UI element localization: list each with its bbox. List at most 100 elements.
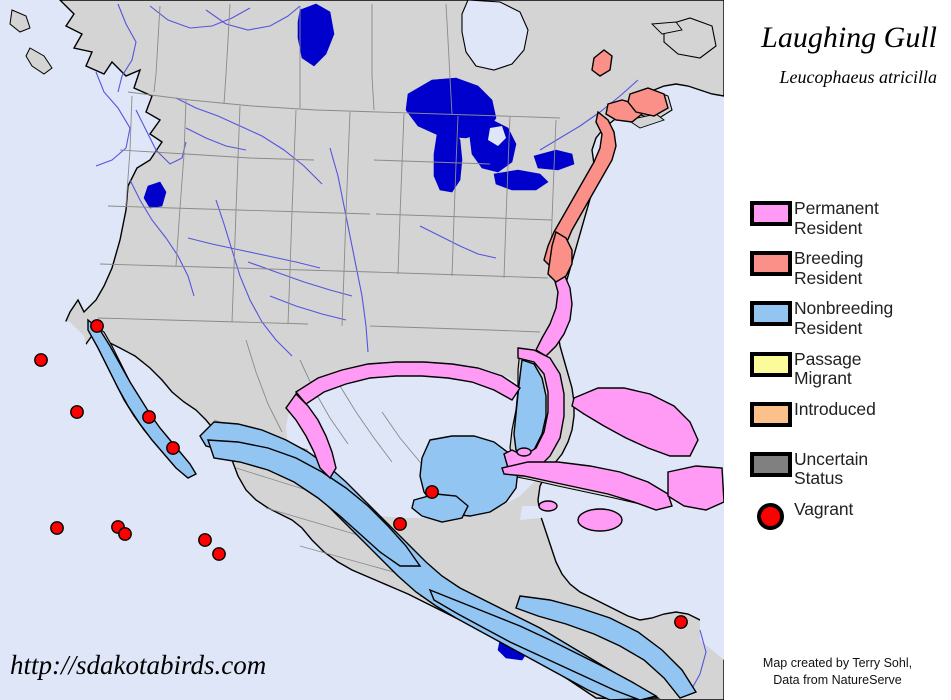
- legend-label-line-1: Introduced: [794, 398, 876, 419]
- rivers: [95, 3, 707, 693]
- legend-swatch-cell: [724, 449, 794, 477]
- queen-charlotte-islands: [9, 9, 31, 33]
- legend-swatch-cell: [724, 499, 794, 530]
- permanent-texas-mexico-coast: [285, 392, 337, 480]
- river-red: [269, 295, 347, 321]
- river-ohio: [419, 225, 497, 259]
- legend-swatch-cell: [724, 248, 794, 277]
- legend-label-passage-migrant: Passage Migrant: [794, 348, 862, 389]
- legend-swatch-uncertain-status: [750, 451, 792, 477]
- legend-item-nonbreeding-resident: Nonbreeding Resident: [724, 298, 951, 338]
- range-breeding-resident: [543, 49, 669, 283]
- river-platte: [187, 237, 321, 269]
- river-missouri: [175, 97, 323, 185]
- range-nonbreeding-resident: [87, 318, 698, 700]
- legend-swatch-introduced: [750, 401, 792, 427]
- legend-swatch-vagrant: [757, 502, 784, 530]
- legend-label-line-1: Nonbreeding: [794, 298, 894, 319]
- vagrant-point: [212, 547, 226, 561]
- legend-items-list: Permanent Resident Breeding Resident Nonbree…: [724, 198, 951, 549]
- legend-label-line-2: Status: [794, 468, 844, 489]
- georgian-bay: [488, 126, 506, 146]
- vagrant-point: [674, 615, 688, 629]
- vagrant-point: [393, 517, 407, 531]
- permanent-hispaniola: [667, 465, 724, 511]
- river-snake: [135, 109, 187, 165]
- nonbreeding-baja: [87, 318, 197, 479]
- permanent-cuba: [501, 461, 673, 511]
- permanent-gulf-coast: [294, 361, 521, 405]
- permanent-bahamas: [571, 387, 699, 457]
- vagrant-point: [118, 527, 132, 541]
- legend-label-nonbreeding-resident: Nonbreeding Resident: [794, 298, 893, 338]
- permanent-cayman: [538, 500, 558, 512]
- nonbreeding-central-america-pacific: [428, 588, 658, 700]
- credit-line-1: Map created by Terry Sohl,: [762, 656, 913, 670]
- nonbreeding-mexico-interior: [207, 439, 422, 567]
- legend-item-passage-migrant: Passage Migrant: [724, 349, 951, 389]
- vagrant-point: [50, 521, 64, 535]
- river-peace: [149, 5, 251, 29]
- legend-swatch-cell: [724, 349, 794, 377]
- site-watermark: http://sdakotabirds.com: [10, 650, 267, 680]
- legend-label-permanent-resident: Permanent Resident: [794, 198, 879, 238]
- nonbreeding-gulf-bank: [411, 493, 469, 523]
- vagrant-point: [34, 353, 48, 367]
- long-island: [626, 113, 665, 129]
- legend-item-permanent-resident: Permanent Resident: [724, 198, 951, 238]
- breeding-nova-scotia: [627, 87, 669, 117]
- legend-item-uncertain-status: Uncertain Status: [724, 449, 951, 489]
- permanent-small-key: [516, 447, 532, 457]
- breeding-chesapeake: [547, 230, 573, 283]
- legend-label-line-1: Vagrant: [794, 498, 854, 519]
- vancouver-island: [25, 47, 53, 75]
- legend-label-line-1: Permanent: [794, 198, 879, 218]
- legend-swatch-passage-migrant: [750, 351, 792, 377]
- river-yellowstone: [185, 127, 247, 151]
- legend-label-line-2: Resident: [794, 317, 863, 338]
- nonbreeding-caribbean-coast: [515, 595, 698, 699]
- legend-label-introduced: Introduced: [794, 399, 876, 420]
- legend-label-vagrant: Vagrant: [794, 499, 853, 520]
- legend-swatch-permanent-resident: [750, 201, 792, 226]
- vagrant-point: [142, 410, 156, 424]
- anticosti-island: [650, 21, 683, 35]
- river-saskatchewan: [205, 5, 301, 31]
- credit-line-2: Data from NatureServe: [773, 672, 902, 687]
- species-common-name: Laughing Gull: [761, 21, 937, 54]
- vagrant-point: [425, 485, 439, 499]
- legend-swatch-cell: [724, 198, 794, 226]
- permanent-jamaica: [577, 508, 623, 532]
- title-block: Laughing Gull Leucophaeus atricilla: [724, 22, 951, 88]
- vagrant-point: [198, 533, 212, 547]
- lake-huron: [469, 119, 517, 173]
- legend-swatch-breeding-resident: [750, 251, 792, 277]
- lake-winnipeg: [297, 3, 335, 67]
- legend-item-breeding-resident: Breeding Resident: [724, 248, 951, 288]
- legend-label-line-2: Migrant: [794, 368, 852, 389]
- vagrant-points-layer: [34, 319, 688, 629]
- legend-label-breeding-resident: Breeding Resident: [794, 248, 863, 288]
- pacific-coast-cut: [0, 318, 214, 566]
- river-colorado: [129, 179, 195, 297]
- map-panel: http://sdakotabirds.com: [0, 0, 724, 700]
- legend-label-line-1: Breeding: [794, 248, 864, 269]
- caribbean-sea: [520, 506, 724, 660]
- legend-label-line-2: Resident: [794, 217, 863, 238]
- river-panama: [689, 629, 707, 693]
- legend-label-line-1: Passage: [794, 348, 862, 369]
- hudson-bay: [461, 0, 529, 71]
- legend-swatch-nonbreeding-resident: [750, 301, 792, 327]
- great-salt-lake: [143, 181, 167, 209]
- river-st-lawrence: [539, 79, 639, 151]
- legend-swatch-cell: [724, 399, 794, 427]
- internal-borders: [97, 3, 609, 687]
- legend-label-uncertain-status: Uncertain Status: [794, 449, 868, 489]
- river-mississippi: [329, 147, 369, 353]
- legend-label-line-1: Uncertain: [794, 448, 868, 469]
- legend-item-introduced: Introduced: [724, 399, 951, 439]
- lake-michigan: [433, 125, 463, 193]
- river-columbia: [95, 71, 131, 167]
- permanent-florida-ring: [503, 347, 565, 477]
- legend-swatch-cell: [724, 298, 794, 327]
